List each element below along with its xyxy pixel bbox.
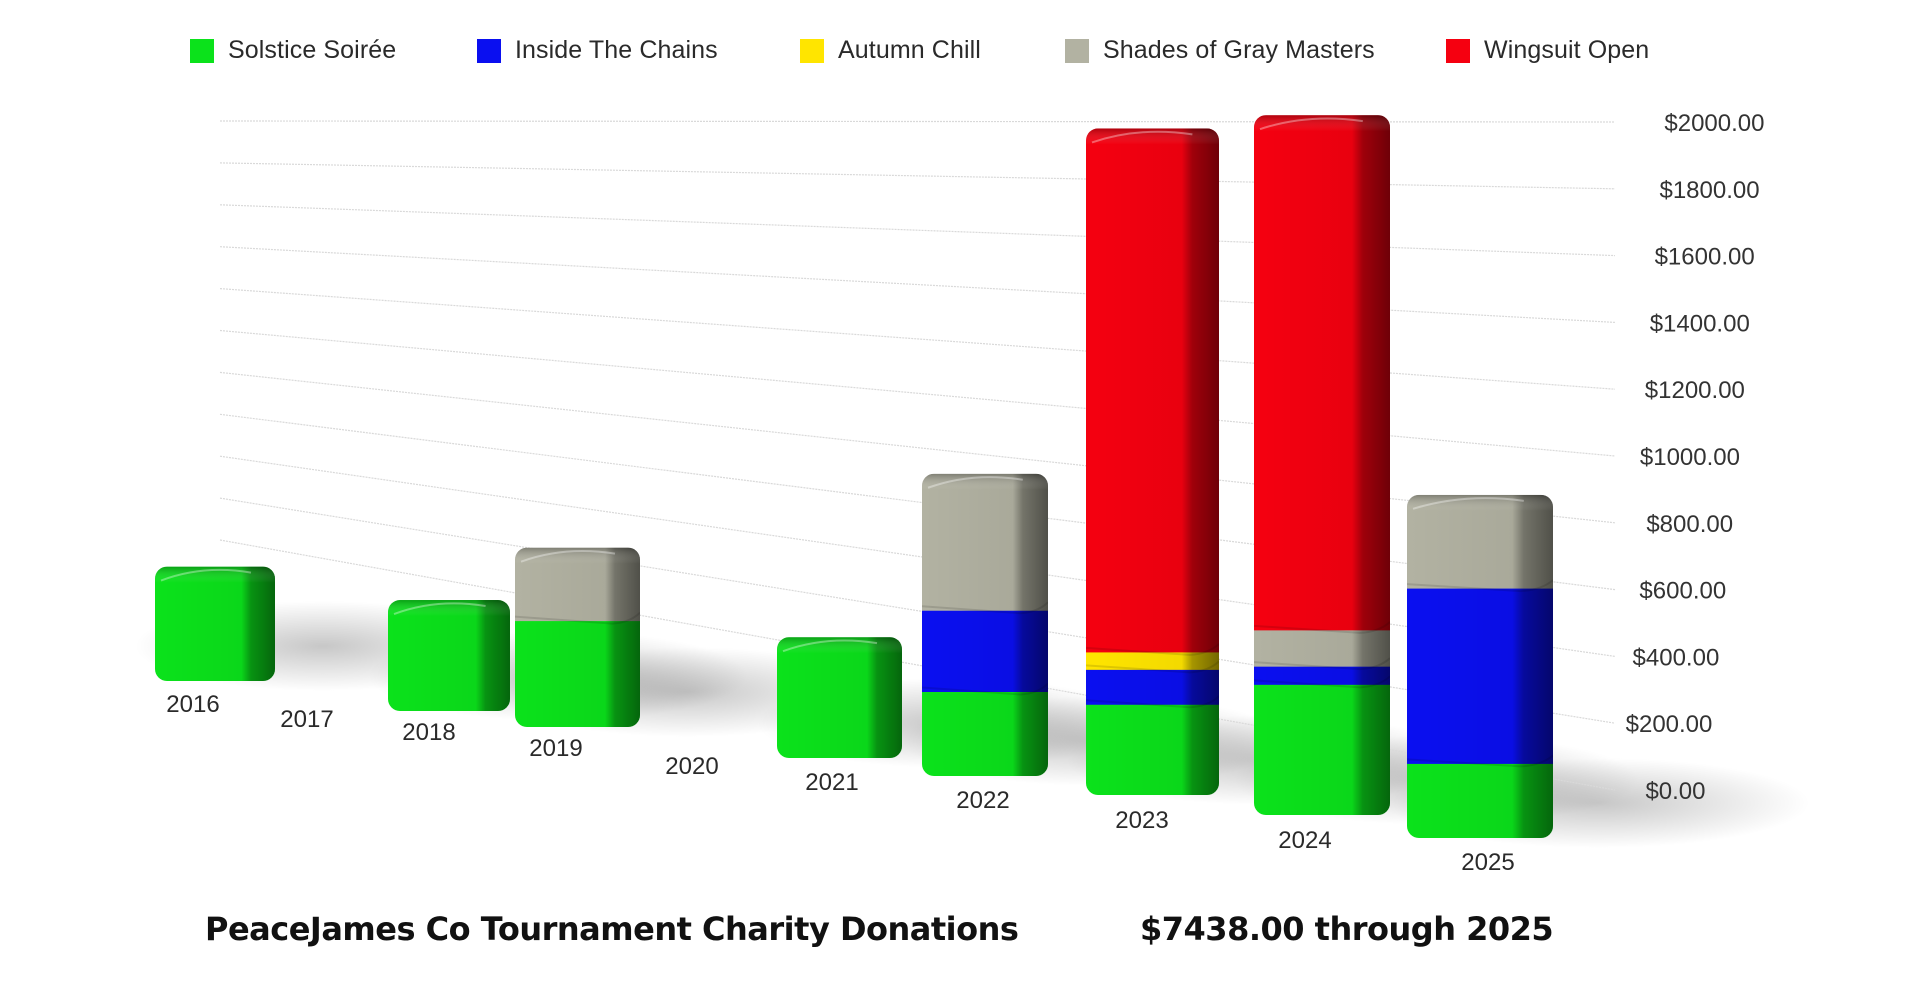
gridline bbox=[219, 371, 1616, 524]
x-tick-label: 2018 bbox=[402, 719, 455, 746]
bars bbox=[155, 115, 1553, 838]
gridline bbox=[219, 162, 1616, 190]
legend-label: Inside The Chains bbox=[515, 36, 718, 64]
chart-total-donations: $7438.00 through 2025 bbox=[1140, 910, 1554, 948]
gridline bbox=[219, 329, 1616, 457]
y-tick-label: $800.00 bbox=[1646, 511, 1733, 538]
y-tick-label: $1400.00 bbox=[1650, 310, 1750, 337]
x-tick-label: 2025 bbox=[1461, 849, 1514, 876]
bar-2018 bbox=[388, 600, 510, 711]
gridline bbox=[219, 120, 1616, 123]
legend-item: Autumn Chill bbox=[800, 36, 981, 65]
legend-swatch bbox=[1446, 38, 1470, 63]
bar-2022 bbox=[922, 473, 1048, 776]
bar-2025 bbox=[1407, 494, 1553, 838]
bar-2019 bbox=[515, 547, 640, 728]
legend-swatch bbox=[477, 38, 501, 63]
gridline bbox=[219, 246, 1616, 323]
legend-label: Wingsuit Open bbox=[1484, 36, 1650, 64]
y-axis-ticks: $0.00 $200.00 $400.00 $600.00 $800.00 $1000.0… bbox=[1626, 110, 1765, 805]
gridline bbox=[219, 204, 1616, 257]
y-tick-label: $1600.00 bbox=[1655, 244, 1755, 271]
x-tick-label: 2017 bbox=[280, 706, 333, 733]
x-axis-year-labels: 2016 2017 2018 2019 2020 2021 2022 2023 2024 2025 bbox=[166, 691, 1514, 876]
x-tick-label: 2022 bbox=[956, 787, 1009, 814]
legend-label: Autumn Chill bbox=[838, 36, 981, 64]
bar-2016 bbox=[155, 566, 275, 681]
y-tick-label: $1200.00 bbox=[1645, 377, 1745, 404]
legend-item: Shades of Gray Masters bbox=[1065, 36, 1375, 65]
bar-2024 bbox=[1254, 115, 1390, 816]
x-tick-label: 2020 bbox=[665, 753, 718, 780]
legend-swatch bbox=[800, 38, 824, 63]
legend-swatch bbox=[190, 38, 214, 63]
y-tick-label: $600.00 bbox=[1639, 578, 1726, 605]
bar-2023 bbox=[1086, 128, 1219, 796]
chart-title: PeaceJames Co Tournament Charity Donatio… bbox=[205, 910, 1019, 948]
bar-2021 bbox=[777, 637, 902, 758]
y-tick-label: $2000.00 bbox=[1664, 110, 1764, 137]
y-tick-label: $1800.00 bbox=[1659, 177, 1759, 204]
legend-item: Wingsuit Open bbox=[1446, 36, 1649, 65]
legend-item: Inside The Chains bbox=[477, 36, 718, 65]
legend-swatch bbox=[1065, 38, 1089, 63]
x-tick-label: 2021 bbox=[805, 769, 858, 796]
y-tick-label: $200.00 bbox=[1626, 711, 1713, 738]
legend-label: Solstice Soirée bbox=[228, 36, 397, 64]
x-tick-label: 2024 bbox=[1278, 827, 1331, 854]
x-tick-label: 2016 bbox=[166, 691, 219, 718]
stacked-bar-chart-3d: $0.00 $200.00 $400.00 $600.00 $800.00 $1000.0… bbox=[135, 110, 1810, 876]
gridline bbox=[219, 413, 1616, 591]
legend-item: Solstice Soirée bbox=[190, 36, 396, 65]
legend-label: Shades of Gray Masters bbox=[1103, 36, 1375, 64]
y-tick-label: $0.00 bbox=[1645, 778, 1705, 805]
y-tick-label: $400.00 bbox=[1633, 644, 1720, 671]
y-tick-label: $1000.00 bbox=[1640, 444, 1740, 471]
x-tick-label: 2019 bbox=[529, 735, 582, 762]
x-tick-label: 2023 bbox=[1115, 807, 1168, 834]
gridline bbox=[219, 539, 1616, 791]
gridline bbox=[219, 288, 1616, 390]
